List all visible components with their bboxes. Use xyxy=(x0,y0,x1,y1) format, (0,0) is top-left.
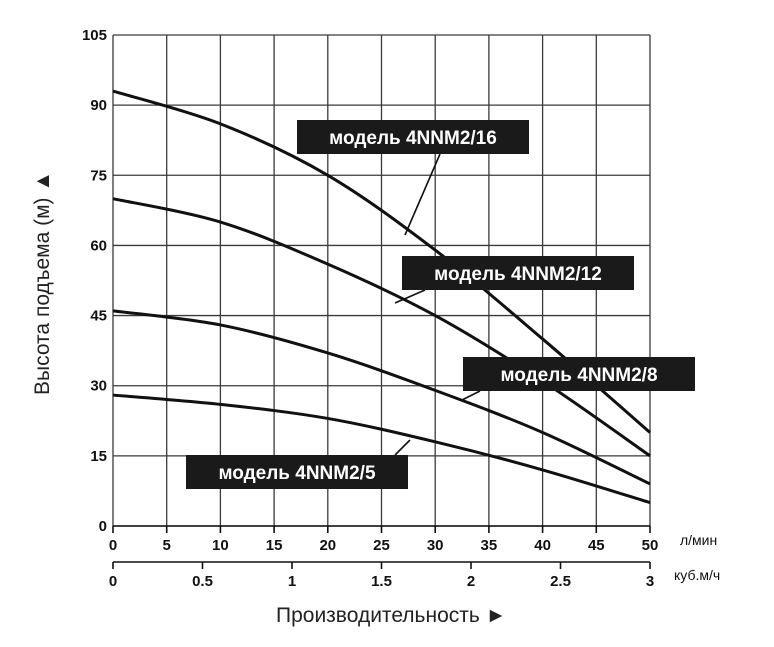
label-box-0 xyxy=(297,120,529,154)
x-axis-title: Производительность ► xyxy=(276,604,506,627)
label-leader-2 xyxy=(461,390,481,401)
x-tick-20: 20 xyxy=(319,537,336,554)
flow-m3h-axis: 0 0.5 1 1.5 2 2.5 3 xyxy=(109,561,654,590)
curve-series-3 xyxy=(112,393,651,505)
y-tick-labels: 0 15 30 45 60 75 90 105 xyxy=(82,27,107,535)
label-leader-3 xyxy=(394,439,411,456)
y-tick-30: 30 xyxy=(90,378,107,395)
x-tick-45: 45 xyxy=(588,537,605,554)
flow-lpm-axis: 0 5 10 15 20 25 30 35 40 45 50 xyxy=(109,525,659,554)
x2-tick-1: 0.5 xyxy=(192,573,213,590)
x-tick-10: 10 xyxy=(212,537,229,554)
curve-series-0 xyxy=(112,89,651,434)
x-tick-35: 35 xyxy=(481,537,498,554)
x-tick-25: 25 xyxy=(373,537,390,554)
y-tick-60: 60 xyxy=(90,237,107,254)
y-tick-45: 45 xyxy=(90,308,107,325)
curve-labels: модель 4NNM2/16 модель 4NNM2/12 модель 4NN… xyxy=(186,120,695,489)
label-leader-0 xyxy=(404,153,441,236)
m3h-unit-label: куб.м/ч xyxy=(674,567,720,583)
y-tick-105: 105 xyxy=(82,27,107,44)
x-tick-50: 50 xyxy=(642,537,659,554)
series-label-1: модель 4NNM2/12 xyxy=(434,264,602,285)
lpm-unit-label: л/мин xyxy=(680,532,717,548)
curve-series-2 xyxy=(112,309,651,486)
y-axis-title: Высота подъема (м) ▲ xyxy=(31,171,54,395)
series-label-3: модель 4NNM2/5 xyxy=(218,463,375,484)
x2-tick-0: 0 xyxy=(109,573,117,590)
performance-curves xyxy=(112,89,651,505)
x2-tick-5: 2.5 xyxy=(550,573,571,590)
y-tick-15: 15 xyxy=(90,448,107,465)
x-tick-5: 5 xyxy=(163,537,171,554)
x2-tick-4: 2 xyxy=(467,573,475,590)
x-tick-15: 15 xyxy=(266,537,283,554)
series-label-0: модель 4NNM2/16 xyxy=(329,128,497,149)
label-box-2 xyxy=(463,357,695,391)
x2-tick-6: 3 xyxy=(646,573,654,590)
label-box-3 xyxy=(186,455,408,489)
curve-series-1 xyxy=(112,197,651,458)
x2-tick-2: 1 xyxy=(288,573,296,590)
y-tick-90: 90 xyxy=(90,97,107,114)
label-leader-1 xyxy=(394,289,426,304)
series-label-2: модель 4NNM2/8 xyxy=(500,365,657,386)
x-tick-30: 30 xyxy=(427,537,444,554)
label-box-1 xyxy=(402,256,634,290)
y-tick-75: 75 xyxy=(90,167,107,184)
x2-tick-3: 1.5 xyxy=(371,573,392,590)
x-tick-0: 0 xyxy=(109,537,117,554)
x-tick-40: 40 xyxy=(534,537,551,554)
y-tick-0: 0 xyxy=(99,518,107,535)
